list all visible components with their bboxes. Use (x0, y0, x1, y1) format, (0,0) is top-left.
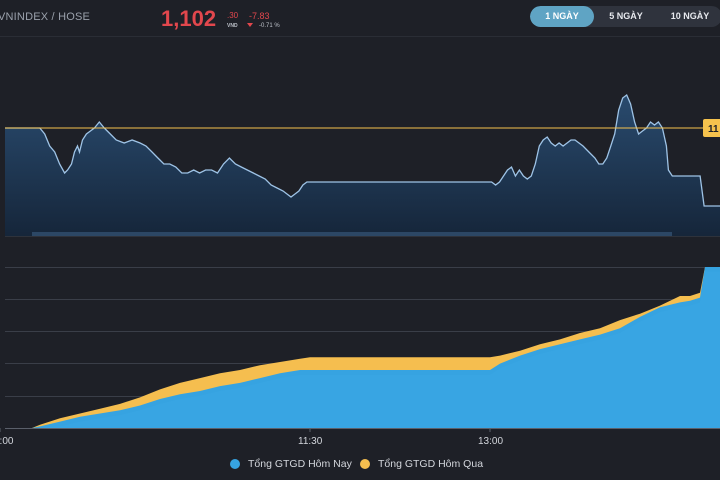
x-tick-label-1: 11:30 (298, 436, 323, 447)
volume-strip (32, 232, 672, 236)
price-line-chart: 11 (5, 93, 720, 237)
change-percent: -0.71 % (259, 23, 280, 29)
legend-item-yesterday[interactable]: Tổng GTGD Hôm Qua (360, 458, 483, 470)
price-line (5, 93, 720, 207)
reference-price-label: 11 (708, 124, 719, 135)
down-arrow-icon (247, 23, 253, 27)
x-tick-label-0: 9:00 (0, 436, 14, 447)
change-value: -7.83 (249, 11, 270, 21)
price-area-fill (5, 95, 720, 236)
legend-dot-today (230, 459, 240, 469)
legend-item-today[interactable]: Tổng GTGD Hôm Nay (230, 458, 352, 470)
price-main: 1,102 (161, 6, 217, 31)
range-tabs: 1 NGÀY 5 NGÀY 10 NGÀY (530, 6, 720, 27)
header-divider (0, 36, 720, 37)
x-tick-label-2: 13:00 (478, 436, 503, 447)
area-today-inner (32, 271, 720, 428)
legend-label-today: Tổng GTGD Hôm Nay (248, 458, 352, 470)
index-name: VNINDEX / HOSE (0, 11, 91, 23)
chart-legend: Tổng GTGD Hôm Nay Tổng GTGD Hôm Qua (0, 458, 720, 478)
legend-dot-yesterday (360, 459, 370, 469)
tab-1-day[interactable]: 1 NGÀY (530, 6, 594, 27)
tab-5-days[interactable]: 5 NGÀY (609, 11, 643, 21)
reference-price-tag (703, 119, 720, 137)
tab-10-days[interactable]: 10 NGÀY (670, 11, 710, 21)
legend-label-yesterday: Tổng GTGD Hôm Qua (378, 458, 484, 470)
price-decimal: .30 (227, 11, 239, 20)
currency-label: VND (227, 23, 238, 29)
trading-value-area-chart: 9:00 11:30 13:00 (0, 267, 720, 447)
quote-header: VNINDEX / HOSE 1,102 .30 VND -7.83 -0.71… (0, 0, 720, 36)
